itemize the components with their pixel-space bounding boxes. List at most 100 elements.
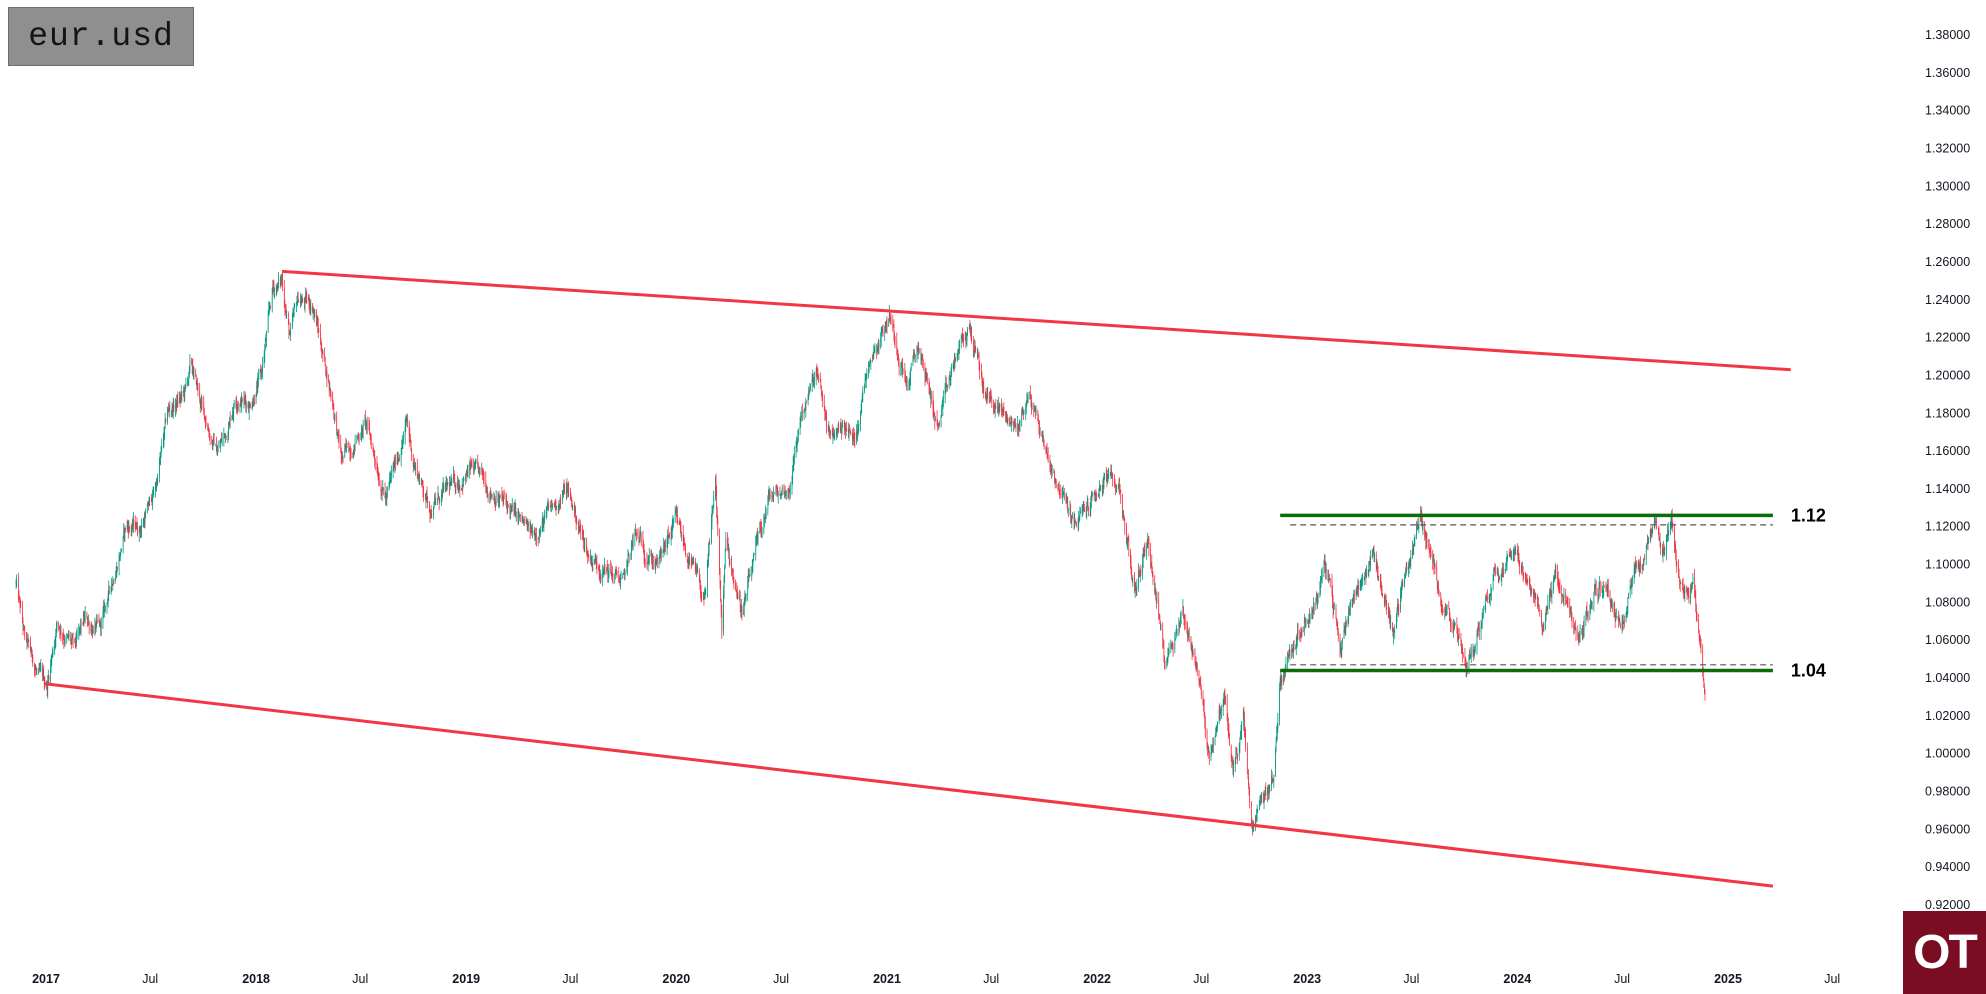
candle-body bbox=[1130, 550, 1131, 563]
candle-body bbox=[840, 424, 841, 433]
candle-body bbox=[965, 339, 967, 341]
candle-body bbox=[1700, 638, 1701, 641]
candle-body bbox=[466, 474, 468, 476]
candle-body bbox=[1644, 558, 1645, 560]
candle-body bbox=[1046, 447, 1048, 454]
candle-body bbox=[1365, 572, 1366, 574]
lower-channel-line[interactable] bbox=[44, 682, 1774, 888]
candle-body bbox=[937, 423, 939, 428]
candle-body bbox=[131, 529, 133, 530]
candle-body bbox=[713, 496, 715, 506]
candle-body bbox=[458, 485, 460, 489]
candle-body bbox=[1159, 617, 1161, 624]
candle-body bbox=[1340, 648, 1341, 650]
candle-body bbox=[1437, 584, 1439, 588]
candle-body bbox=[112, 581, 114, 584]
candle-body bbox=[583, 533, 584, 542]
candle-body bbox=[1470, 656, 1472, 657]
candle-body bbox=[127, 524, 129, 526]
candle-body bbox=[1301, 630, 1302, 638]
candle-body bbox=[1114, 478, 1115, 481]
candle-body bbox=[698, 571, 700, 580]
candle-body bbox=[1493, 568, 1495, 570]
candle-body bbox=[498, 501, 499, 503]
candle-body bbox=[1577, 636, 1579, 638]
candle-body bbox=[207, 426, 209, 430]
candle-body bbox=[1009, 417, 1010, 424]
candle-body bbox=[693, 561, 694, 562]
candle-body bbox=[691, 561, 693, 562]
candle-body bbox=[527, 526, 529, 530]
candle-body bbox=[1200, 688, 1202, 696]
candle-body bbox=[493, 495, 495, 502]
candle-body bbox=[1019, 423, 1020, 430]
candle-body bbox=[87, 618, 88, 623]
candle-body bbox=[370, 435, 372, 440]
candle-body bbox=[1635, 564, 1637, 570]
candle-body bbox=[514, 509, 515, 513]
candle-body bbox=[1305, 621, 1307, 623]
candle-body bbox=[1417, 523, 1419, 528]
candle-body bbox=[1535, 596, 1537, 600]
candle-body bbox=[152, 494, 154, 496]
candle-body bbox=[316, 323, 318, 326]
candle-body bbox=[361, 432, 362, 440]
candle-body bbox=[530, 527, 532, 533]
candle-body bbox=[604, 564, 606, 568]
candle-body bbox=[1412, 548, 1414, 549]
candle-body bbox=[736, 594, 738, 599]
candle-body bbox=[586, 545, 587, 548]
candle-body bbox=[1324, 562, 1325, 563]
price-tick-label: 1.20000 bbox=[1925, 368, 1970, 382]
candle-body bbox=[529, 522, 531, 531]
candle-body bbox=[825, 417, 827, 418]
candle-body bbox=[66, 636, 68, 638]
candle-body bbox=[349, 449, 351, 454]
candle-body bbox=[103, 605, 104, 613]
candle-body bbox=[256, 386, 258, 388]
candle-body bbox=[224, 433, 226, 437]
candle-body bbox=[175, 406, 176, 409]
candle-body bbox=[106, 603, 108, 606]
time-tick-label: Jul bbox=[773, 972, 789, 986]
candle-body bbox=[781, 488, 783, 491]
candle-body bbox=[1553, 578, 1554, 589]
candle-body bbox=[951, 368, 952, 376]
candle-body bbox=[309, 303, 310, 307]
candle-body bbox=[228, 423, 230, 430]
candle-body bbox=[916, 347, 918, 355]
candlestick-series bbox=[15, 270, 1706, 836]
candle-body bbox=[1115, 483, 1116, 488]
candle-body bbox=[760, 525, 761, 527]
candle-body bbox=[1670, 524, 1671, 530]
candle-body bbox=[90, 627, 92, 629]
candle-body bbox=[241, 398, 243, 405]
candle-body bbox=[667, 533, 669, 537]
upper-channel-line[interactable] bbox=[281, 269, 1791, 372]
candle-body bbox=[1104, 473, 1105, 479]
candle-body bbox=[1050, 465, 1052, 471]
candle-body bbox=[329, 388, 331, 389]
candle-body bbox=[1469, 652, 1471, 657]
candle-body bbox=[181, 392, 183, 394]
candle-body bbox=[749, 575, 751, 577]
candle-body bbox=[665, 542, 666, 548]
candle-body bbox=[1601, 590, 1603, 593]
candle-body bbox=[983, 385, 985, 392]
candle-body bbox=[1702, 650, 1704, 670]
candle-body bbox=[1386, 606, 1387, 611]
candle-body bbox=[1166, 660, 1168, 662]
candle-body bbox=[373, 451, 374, 452]
candle-body bbox=[1626, 610, 1628, 613]
candle-body bbox=[1509, 553, 1511, 556]
candle-body bbox=[245, 399, 247, 406]
candle-body bbox=[598, 568, 600, 573]
candle-body bbox=[1263, 795, 1265, 802]
candle-body bbox=[453, 474, 455, 481]
candle-body bbox=[474, 466, 476, 468]
candle-body bbox=[19, 598, 21, 607]
candle-body bbox=[606, 567, 608, 569]
candle-body bbox=[1464, 656, 1466, 660]
candle-body bbox=[286, 313, 287, 315]
